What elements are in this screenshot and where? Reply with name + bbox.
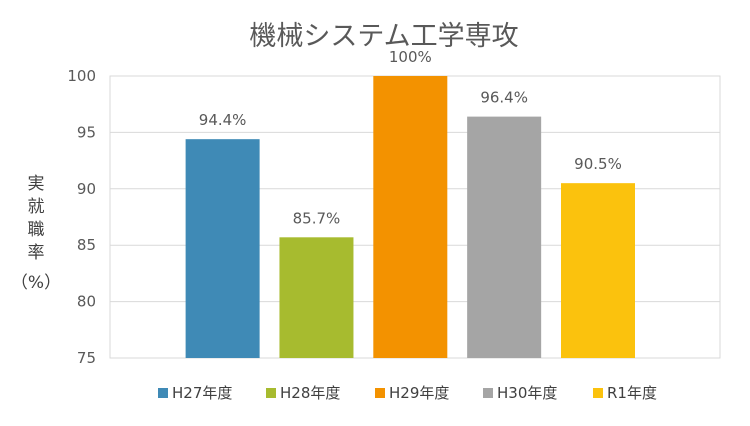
data-label-3: 100% xyxy=(389,48,432,66)
data-label-5: 90.5% xyxy=(574,155,622,173)
data-label-2: 85.7% xyxy=(293,209,341,227)
legend-label-4: H30年度 xyxy=(497,384,557,402)
bar-2 xyxy=(279,237,354,358)
legend-label-5: R1年度 xyxy=(607,384,657,402)
legend: H27年度 H28年度 H29年度 H30年度 R1年度 xyxy=(158,384,657,402)
y-tick-label: 75 xyxy=(77,349,96,367)
bar-5 xyxy=(561,183,635,358)
data-label-1: 94.4% xyxy=(199,111,247,129)
y-axis-label-unit: （%） xyxy=(11,273,61,293)
bar-4 xyxy=(467,116,542,358)
y-axis-label: 実 就 職 率 （%） xyxy=(11,174,61,293)
chart-title: 機械システム工学専攻 xyxy=(249,21,518,52)
legend-label-1: H27年度 xyxy=(172,384,232,402)
y-tick-label: 100 xyxy=(67,67,96,85)
y-axis-label-char-4: 率 xyxy=(28,243,45,263)
data-labels: 94.4% 85.7% 100% 96.4% 90.5% xyxy=(199,48,622,227)
bar-3 xyxy=(373,76,448,358)
legend-swatch-5 xyxy=(593,388,603,398)
y-axis-ticks: 75 80 85 90 95 100 xyxy=(67,67,96,367)
legend-swatch-2 xyxy=(266,388,276,398)
y-tick-label: 95 xyxy=(77,123,96,141)
bar-1 xyxy=(185,139,260,358)
data-label-4: 96.4% xyxy=(480,89,528,107)
legend-swatch-1 xyxy=(158,388,168,398)
y-axis-label-char-1: 実 xyxy=(28,174,45,194)
y-axis-label-char-2: 就 xyxy=(28,197,45,217)
y-axis-label-char-3: 職 xyxy=(28,220,45,240)
legend-label-3: H29年度 xyxy=(389,384,449,402)
y-tick-label: 85 xyxy=(77,236,96,254)
legend-swatch-4 xyxy=(483,388,493,398)
legend-label-2: H28年度 xyxy=(280,384,340,402)
y-tick-label: 80 xyxy=(77,293,96,311)
bars xyxy=(185,76,635,358)
y-tick-label: 90 xyxy=(77,180,96,198)
legend-swatch-3 xyxy=(375,388,385,398)
